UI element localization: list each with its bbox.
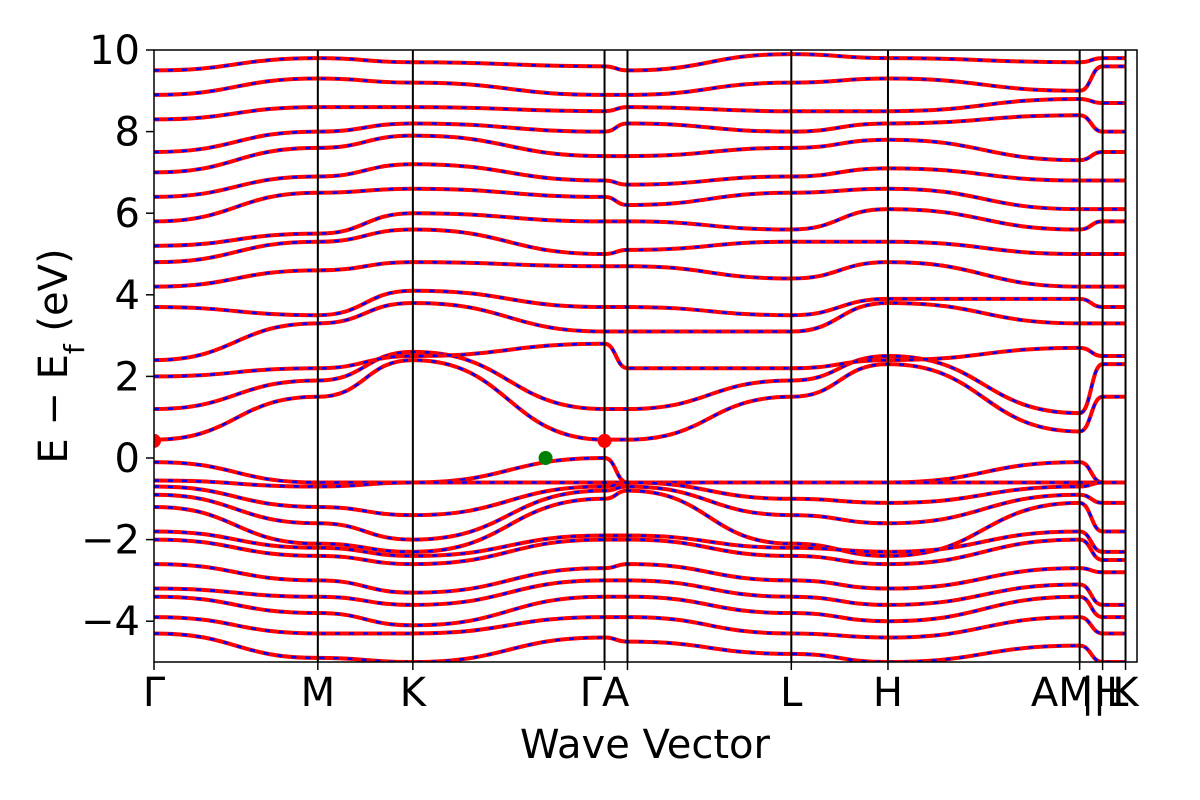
x-tick-label: |H: [1081, 670, 1125, 716]
x-tick-label: AM|L: [1031, 670, 1129, 716]
x-tick-label: H: [873, 670, 903, 716]
band-line-blue: [154, 632, 1126, 662]
x-tick-label: ΓA: [580, 670, 630, 716]
y-tick-label: 2: [115, 354, 140, 400]
band-line-red: [154, 562, 1126, 595]
band-line-red: [154, 455, 1126, 485]
band-line-red: [154, 96, 1126, 122]
band-line-blue: [154, 456, 1126, 484]
band-line-red: [154, 594, 1126, 628]
band-line-blue: [154, 538, 1126, 566]
extremum-markers: [154, 433, 612, 465]
band-line-blue: [154, 485, 1126, 541]
band-line-blue: [154, 342, 1126, 378]
band-line-blue: [154, 595, 1126, 627]
marker-vbm: [538, 451, 553, 465]
band-line-blue: [154, 489, 1126, 558]
x-tick-label: L: [780, 670, 803, 716]
band-line-blue: [154, 228, 1126, 264]
y-tick-label: 8: [115, 110, 140, 156]
band-line-blue: [154, 530, 1126, 558]
y-axis-ticks: −4 −2 0 2 4 6 8 10: [81, 28, 154, 645]
x-tick-label: K: [400, 670, 428, 716]
band-line-blue: [154, 579, 1126, 607]
band-line-red: [154, 52, 1126, 73]
plot-frame: [153, 49, 1138, 663]
band-line-red: [154, 341, 1126, 379]
band-line-blue: [154, 134, 1126, 174]
x-axis-ticks: Γ M K ΓA L H AM|L|HK: [143, 662, 1140, 716]
band-line-blue: [154, 358, 1126, 441]
x-tick-label: M: [301, 670, 336, 716]
y-tick-label: 6: [115, 191, 140, 237]
y-tick-label: −4: [81, 599, 140, 645]
y-tick-label: 0: [115, 436, 140, 482]
band-line-red: [154, 578, 1126, 607]
high-symmetry-lines: [316, 50, 1127, 662]
band-line-blue: [154, 615, 1126, 639]
band-line-blue: [154, 207, 1126, 248]
x-tick-label: K: [1112, 670, 1140, 716]
band-line-blue: [154, 162, 1126, 199]
band-line-red: [154, 349, 1126, 416]
band-line-red: [154, 133, 1126, 175]
band-line-red: [154, 631, 1126, 662]
y-tick-label: −2: [81, 518, 140, 564]
band-line-red: [154, 358, 1126, 442]
marker-cbm-edge: [154, 433, 161, 448]
marker-cbm: [597, 433, 612, 448]
x-axis-label: Wave Vector: [520, 722, 771, 768]
band-line-blue: [154, 481, 1126, 517]
band-line-red: [154, 260, 1126, 289]
band-line-blue: [154, 187, 1126, 223]
y-tick-label: 10: [89, 28, 140, 74]
y-axis-label: E − Ef (eV): [31, 248, 91, 463]
band-line-blue: [154, 260, 1126, 288]
band-line-blue: [154, 301, 1126, 362]
band-lines: [154, 52, 1126, 662]
band-line-blue: [154, 114, 1126, 154]
y-tick-label: 4: [115, 273, 140, 319]
band-line-blue: [154, 562, 1126, 594]
x-tick-label: Γ: [143, 670, 166, 716]
